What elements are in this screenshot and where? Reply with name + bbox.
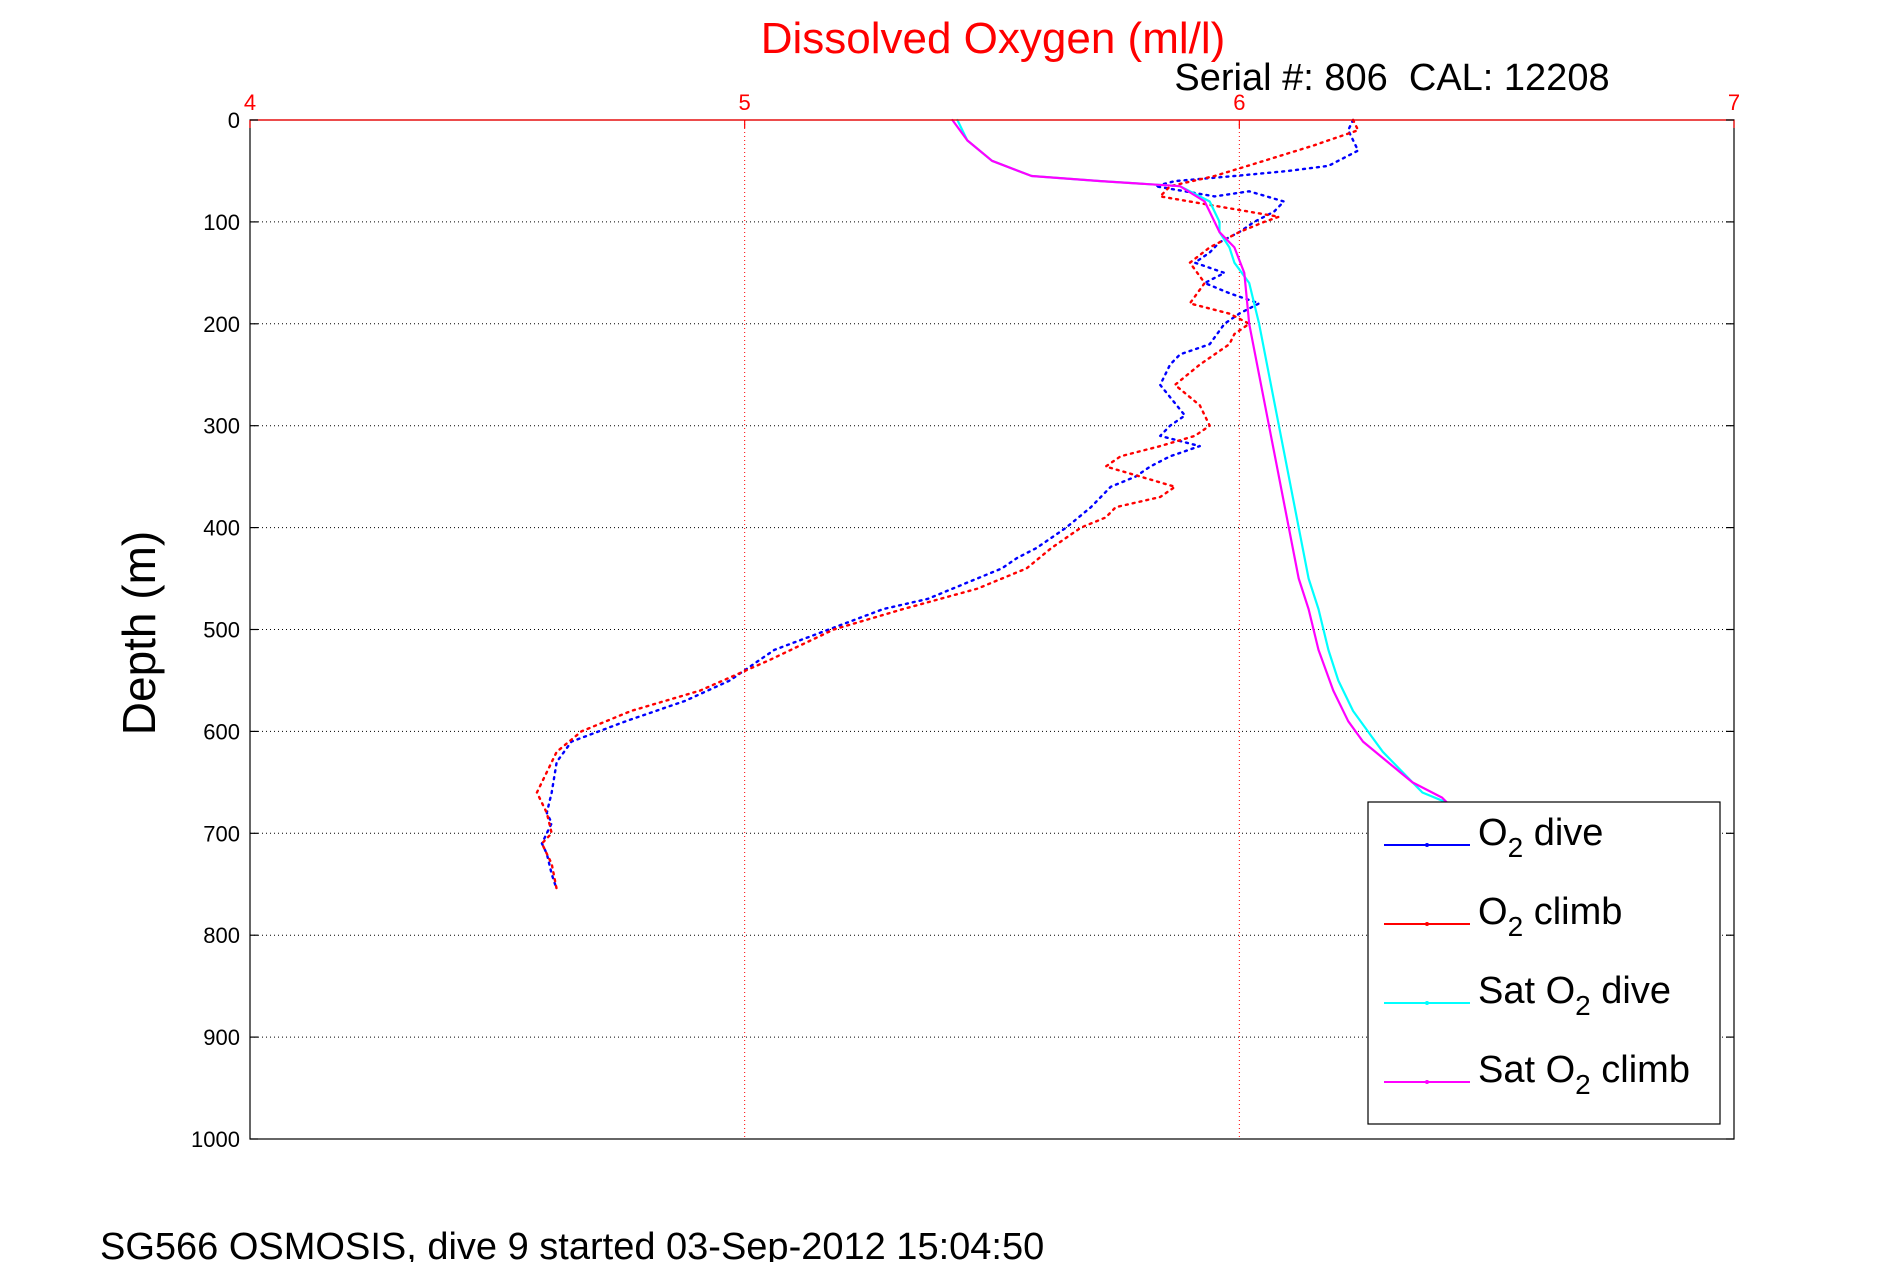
y-tick-label: 200 [203, 312, 240, 337]
legend-marker [1425, 1080, 1429, 1084]
legend-label: O2 dive [1478, 812, 1603, 863]
x-tick-label: 4 [244, 90, 256, 115]
legend-box [1367, 801, 1721, 1125]
y-axis-label: Depth (m) [113, 531, 165, 735]
y-tick-label: 0 [228, 108, 240, 133]
data-series [535, 118, 1459, 891]
series-line-0 [540, 118, 1360, 891]
y-tick-label: 1000 [191, 1127, 240, 1152]
legend-marker [1425, 1001, 1429, 1005]
legend-label: Sat O2 dive [1478, 970, 1671, 1021]
y-tick-label: 100 [203, 210, 240, 235]
legend-marker [1425, 922, 1429, 926]
legend: O2 dive O2 climb Sat O2 dive Sat O2 climb [1367, 801, 1721, 1125]
x-tick-label: 7 [1728, 90, 1740, 115]
y-tick-label: 700 [203, 821, 240, 846]
y-tick-label: 400 [203, 516, 240, 541]
x-tick-label: 6 [1233, 90, 1245, 115]
legend-label: O2 climb [1478, 891, 1622, 942]
y-tick-label: 800 [203, 923, 240, 948]
y-tick-label: 900 [203, 1025, 240, 1050]
x-tick-labels: 4 5 6 7 [244, 90, 1740, 128]
y-tick-label: 600 [203, 719, 240, 744]
y-tick-labels: 0 100 200 300 400 500 600 700 800 900 1000 [191, 108, 1734, 1152]
chart-title: Dissolved Oxygen (ml/l) [761, 14, 1226, 63]
x-tick-label: 5 [739, 90, 751, 115]
legend-label: Sat O2 climb [1478, 1049, 1690, 1100]
series-line-1 [535, 118, 1360, 891]
y-tick-label: 500 [203, 618, 240, 643]
series-line-3 [951, 118, 1449, 804]
chart-subtitle: Serial #: 806 CAL: 12208 [1174, 57, 1609, 99]
legend-marker [1425, 843, 1429, 847]
footer-caption: SG566 OSMOSIS, dive 9 started 03-Sep-201… [100, 1226, 1044, 1262]
y-tick-label: 300 [203, 414, 240, 439]
